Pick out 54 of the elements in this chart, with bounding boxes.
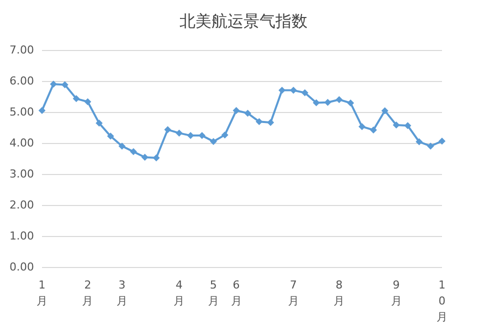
point	[416, 138, 423, 146]
point	[198, 132, 206, 140]
x-tick-label: 8月	[334, 278, 345, 308]
x-tick-label: 10月	[436, 278, 448, 324]
y-tick-label: 7.00	[10, 44, 34, 56]
point	[232, 106, 240, 114]
point	[336, 96, 343, 104]
point	[404, 122, 412, 130]
x-tick-label: 5月	[208, 278, 219, 308]
y-tick-label: 0.00	[10, 260, 34, 274]
x-tick-label: 9月	[390, 278, 402, 308]
x-tick-label: 2月	[82, 278, 94, 308]
point	[392, 122, 400, 129]
point	[38, 106, 46, 114]
point	[96, 120, 103, 127]
point	[221, 131, 228, 138]
point	[118, 142, 126, 150]
point	[152, 154, 160, 162]
point	[370, 126, 377, 134]
point	[176, 130, 183, 137]
point	[210, 138, 217, 145]
point	[427, 142, 434, 150]
y-tick-label: 1.00	[10, 230, 34, 242]
point	[278, 86, 286, 94]
point	[107, 132, 114, 140]
x-tick-label: 7月	[288, 278, 299, 308]
y-tick-label: 3.00	[10, 168, 34, 180]
x-tick-label: 1月	[36, 278, 48, 308]
point	[164, 126, 172, 134]
point	[130, 148, 137, 156]
point	[72, 95, 80, 102]
y-tick-label: 5.00	[10, 106, 34, 118]
point	[358, 123, 366, 130]
point	[244, 110, 252, 117]
point	[256, 118, 263, 126]
chart-title: 北美航运景气指数	[180, 12, 308, 30]
x-tick-label: 6月	[230, 278, 242, 308]
point	[301, 89, 308, 96]
point	[141, 154, 148, 161]
y-tick-label: 4.00	[10, 136, 34, 150]
point	[347, 100, 354, 107]
point	[290, 86, 297, 94]
x-tick-label: 3月	[116, 278, 128, 308]
x-tick-label: 4月	[174, 278, 185, 308]
point	[438, 138, 446, 145]
point	[84, 98, 92, 106]
point	[50, 80, 57, 88]
y-tick-label: 2.00	[10, 198, 34, 212]
point	[312, 99, 320, 106]
y-tick-label: 6.00	[10, 74, 34, 88]
point	[61, 81, 68, 88]
point	[267, 119, 274, 126]
point	[324, 98, 332, 106]
point	[381, 107, 388, 114]
